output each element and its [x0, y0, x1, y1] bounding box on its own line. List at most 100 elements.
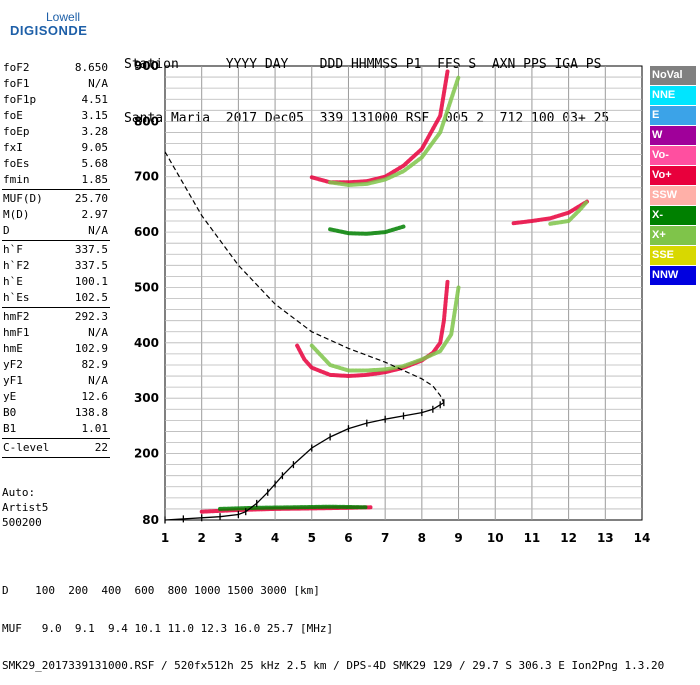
param-row: fmin 1.85	[2, 172, 110, 188]
param-name: h`E	[3, 275, 23, 288]
x-tick-label: 13	[597, 531, 614, 545]
y-tick-label: 700	[134, 170, 159, 184]
param-name: h`F2	[3, 259, 30, 272]
param-name: D	[3, 224, 10, 237]
x-tick-label: 10	[487, 531, 504, 545]
param-value: 337.5	[74, 243, 108, 256]
digisonde-logo: Lowell DIGISONDE	[8, 10, 88, 50]
param-row: B0 138.8	[2, 405, 110, 421]
x-tick-label: 7	[381, 531, 389, 545]
logo-lowell: Lowell	[46, 10, 81, 24]
footer-distance: D 100 200 400 600 800 1000 1500 3000 [km…	[2, 584, 320, 597]
y-tick-label: 200	[134, 447, 159, 461]
y-tick-label: 300	[134, 391, 159, 405]
param-value: 1.01	[81, 422, 109, 435]
param-value: 5.68	[81, 157, 109, 170]
x-tick-label: 1	[161, 531, 169, 545]
param-name: fmin	[3, 173, 30, 186]
param-value: 25.70	[74, 192, 108, 205]
param-row: h`Es 102.5	[2, 290, 110, 306]
legend-item-e: E	[650, 106, 696, 125]
x-tick-label: 4	[271, 531, 279, 545]
param-value: 8.650	[74, 61, 108, 74]
param-value: N/A	[88, 326, 108, 339]
param-row: MUF(D) 25.70	[2, 191, 110, 207]
trace-series	[218, 504, 369, 511]
param-name: B0	[3, 406, 17, 419]
param-row: foF1 N/A	[2, 76, 110, 92]
param-value: 2.97	[81, 208, 109, 221]
polarization-legend: NoVal NNE E W Vo- Vo+ SSW X- X+ SSE NNW	[650, 66, 696, 286]
x-tick-label: 9	[454, 531, 462, 545]
x-tick-label: 3	[234, 531, 242, 545]
param-row: hmE 102.9	[2, 341, 110, 357]
param-separator	[2, 457, 110, 458]
param-value: 22	[94, 441, 108, 454]
param-value: 337.5	[74, 259, 108, 272]
param-row: M(D) 2.97	[2, 207, 110, 223]
param-name: hmF1	[3, 326, 30, 339]
param-row: foF2 8.650	[2, 60, 110, 76]
param-row: h`E 100.1	[2, 274, 110, 290]
auto-version: 500200	[2, 516, 42, 529]
param-row: D N/A	[2, 223, 110, 239]
param-value: 102.5	[74, 291, 108, 304]
legend-item-w: W	[650, 126, 696, 145]
param-value: 3.28	[81, 125, 109, 138]
param-value: 138.8	[74, 406, 108, 419]
ionogram-chart: 1 2 3 4 5 6 7 8 9 10 11 12 13 14802003004005006007008…	[134, 59, 651, 545]
legend-item-xplus: X+	[650, 226, 696, 245]
param-row: foF1p 4.51	[2, 92, 110, 108]
footer-muf: MUF 9.0 9.1 9.4 10.1 11.0 12.3 16.0 25.7…	[2, 621, 334, 635]
param-name: B1	[3, 422, 17, 435]
trace-series	[511, 199, 589, 226]
footer-file: SMK29_2017339131000.RSF / 520fx512h 25 k…	[2, 659, 665, 672]
auto-label: Auto:	[2, 486, 36, 499]
auto-program: Artist5	[2, 501, 49, 514]
param-value: 1.85	[81, 173, 109, 186]
param-row: foEp 3.28	[2, 124, 110, 140]
param-row: yF2 82.9	[2, 357, 110, 373]
param-row: h`F 337.5	[2, 242, 110, 258]
x-tick-label: 14	[634, 531, 651, 545]
param-value: N/A	[88, 224, 108, 237]
param-value: 12.6	[81, 390, 109, 403]
legend-item-xminus: X-	[650, 206, 696, 225]
legend-item-vominus: Vo-	[650, 146, 696, 165]
footer-info: D 100 200 400 600 800 1000 1500 3000 [km…	[2, 560, 664, 685]
param-value: 292.3	[74, 310, 108, 323]
param-name: hmE	[3, 342, 23, 355]
param-row: C-level 22	[2, 440, 110, 456]
legend-item-voplus: Vo+	[650, 166, 696, 185]
param-name: C-level	[3, 441, 50, 454]
param-name: foEp	[3, 125, 30, 138]
param-separator	[2, 438, 110, 439]
param-row: hmF1 N/A	[2, 325, 110, 341]
param-value: 4.51	[81, 93, 109, 106]
plot-frame	[164, 65, 643, 521]
param-value: 9.05	[81, 141, 109, 154]
param-name: foF2	[3, 61, 30, 74]
param-row: yE 12.6	[2, 389, 110, 405]
y-tick-label: 400	[134, 336, 159, 350]
param-name: h`Es	[3, 291, 30, 304]
param-row: hmF2 292.3	[2, 309, 110, 325]
topside-profile-curve	[164, 151, 445, 403]
header-values: Santa Maria 2017 Dec05 339 131000 RSF 00…	[124, 111, 610, 126]
legend-item-noval: NoVal	[650, 66, 696, 85]
param-name: h`F	[3, 243, 23, 256]
param-name: yF1	[3, 374, 23, 387]
trace-series	[328, 224, 406, 236]
param-row: foEs 5.68	[2, 156, 110, 172]
param-row: B1 1.01	[2, 421, 110, 437]
y-tick-label: 500	[134, 280, 159, 294]
y-tick-label: 600	[134, 225, 159, 239]
param-name: yF2	[3, 358, 23, 371]
x-tick-label: 11	[524, 531, 541, 545]
param-value: N/A	[88, 77, 108, 90]
trace-series	[309, 285, 461, 373]
param-row: yF1 N/A	[2, 373, 110, 389]
y-tick-label: 800	[134, 114, 159, 128]
station-header: Station YYYY DAY DDD HHMMSS P1 FFS S AXN…	[124, 20, 609, 146]
parameter-panel: foF2 8.650 foF1 N/A foF1p 4.51 foE 3.15 foEp 3.28…	[2, 60, 110, 459]
